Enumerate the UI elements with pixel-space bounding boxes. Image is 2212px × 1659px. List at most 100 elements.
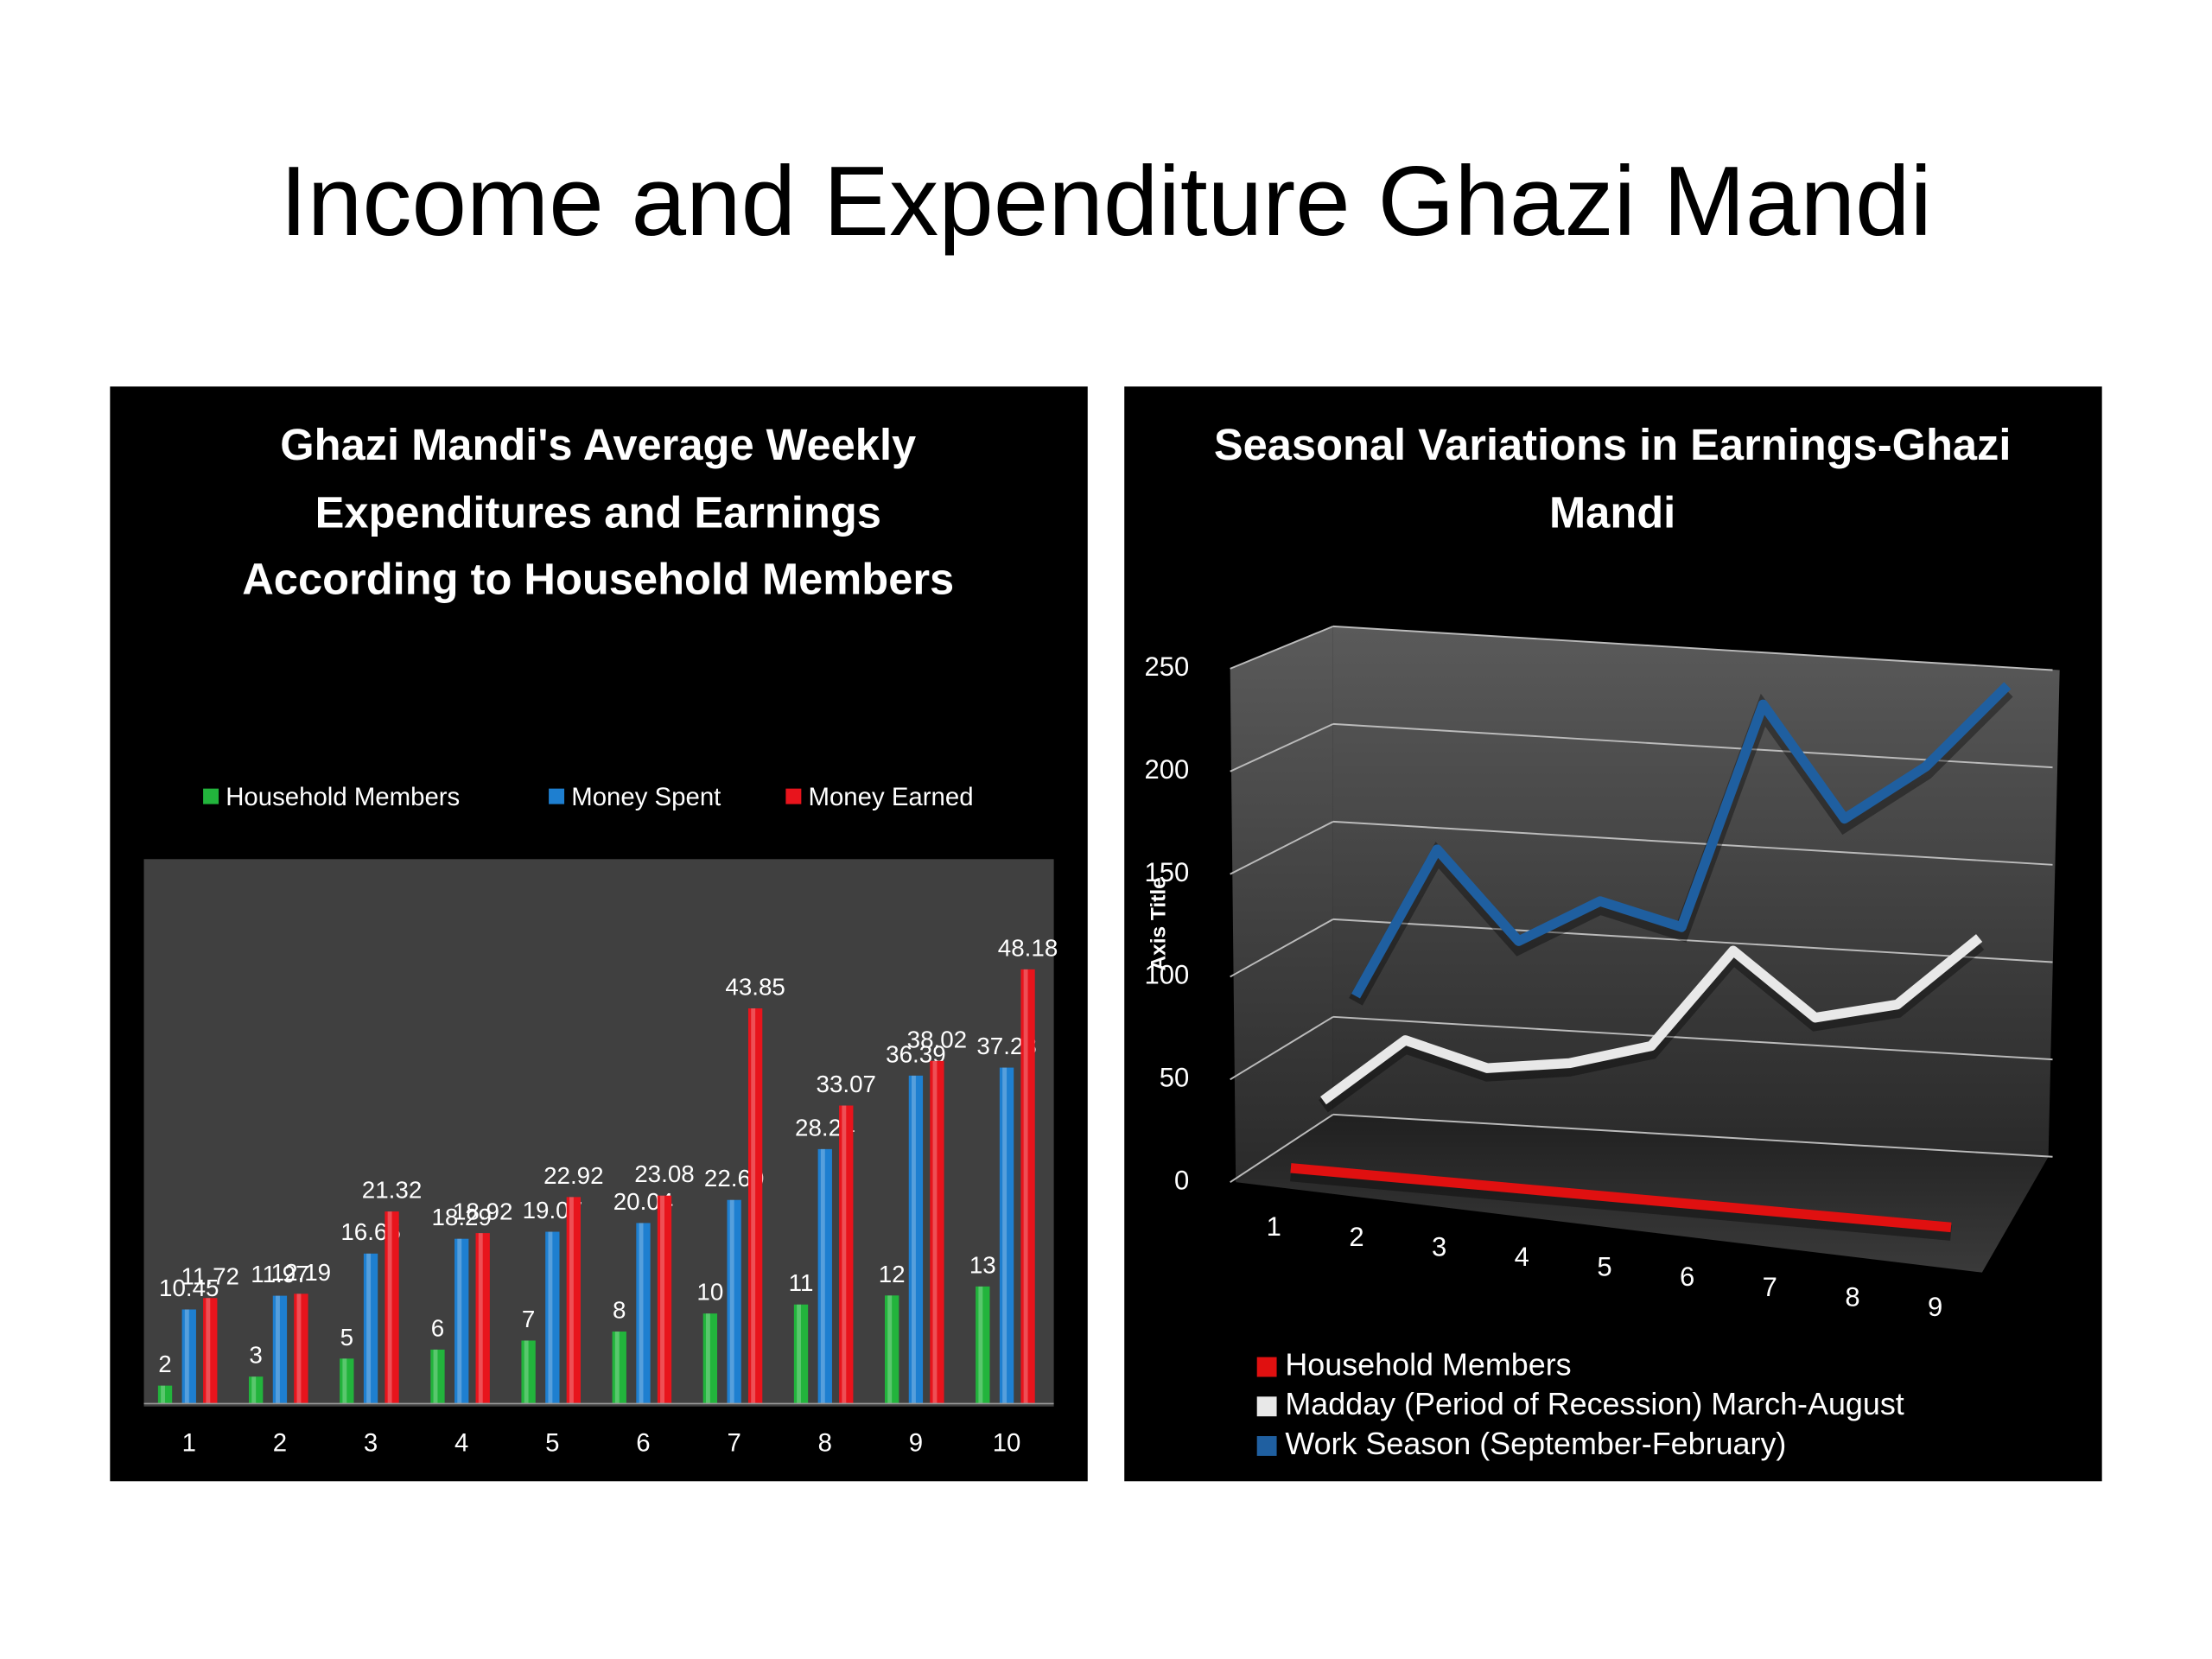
bar: [636, 1223, 651, 1404]
title-box: Ghazi Mandi's Average Weekly Expenditure…: [242, 420, 955, 604]
bar-shine: [342, 1358, 347, 1404]
data-label: 11.72: [181, 1263, 239, 1290]
bar-shine: [296, 1294, 302, 1404]
bar-shine: [887, 1295, 893, 1404]
x-tick-label: 10: [993, 1429, 1021, 1458]
bar-shine: [614, 1332, 620, 1404]
bar-shine: [366, 1253, 372, 1404]
grid-line: [1230, 1113, 1334, 1183]
x-tick-label: 9: [909, 1429, 923, 1458]
bar-shine: [433, 1349, 438, 1404]
bar: [294, 1294, 308, 1404]
grid-line: [1332, 625, 2053, 671]
bar: [976, 1286, 990, 1404]
slide-title: Income and Expenditure Ghazi Mandi: [280, 147, 1932, 257]
x-tick-label: 7: [727, 1429, 741, 1458]
bar-shine: [457, 1238, 462, 1404]
line: [1320, 934, 1983, 1105]
grid-line: [1332, 1113, 2053, 1158]
bar-shine: [251, 1376, 257, 1404]
x-tick-label: 9: [1928, 1292, 1942, 1322]
bar: [430, 1349, 445, 1404]
bar: [157, 1385, 173, 1404]
x-tick-label: 6: [636, 1429, 650, 1458]
bar-shine: [729, 1199, 734, 1404]
x-tick-label: 5: [545, 1429, 559, 1458]
bar: [727, 1199, 741, 1404]
bar-shine: [820, 1148, 825, 1404]
title-box: Seasonal Variations in Earnings-Ghazi Ma…: [1214, 421, 2012, 537]
y-tick-label: 0: [1174, 1165, 1189, 1195]
bar-shine: [524, 1340, 529, 1404]
bar-shine: [161, 1385, 166, 1404]
bar-shine: [660, 1195, 664, 1404]
data-label: 11: [789, 1269, 814, 1296]
bar-shine: [276, 1295, 280, 1404]
side-wall: [1230, 626, 1333, 1183]
bar: [545, 1231, 560, 1404]
bar-shine: [548, 1231, 553, 1404]
data-label: 23.08: [634, 1160, 694, 1187]
bar-shine: [639, 1223, 644, 1404]
bar: [521, 1340, 536, 1404]
data-label: 12.19: [271, 1259, 331, 1286]
data-label: 43.85: [725, 973, 785, 1000]
bar: [885, 1295, 899, 1404]
bar: [908, 1075, 924, 1404]
bar: [817, 1148, 832, 1404]
bar: [363, 1253, 378, 1404]
data-label: 8: [613, 1296, 626, 1323]
x-tick-label: 1: [1267, 1211, 1281, 1242]
bar: [385, 1211, 399, 1404]
bar-shine: [478, 1233, 483, 1404]
bar: [930, 1060, 944, 1404]
bar: [793, 1304, 809, 1404]
x-tick-label: 3: [1432, 1231, 1446, 1262]
x-tick-label: 5: [1597, 1252, 1611, 1282]
grid-line: [1230, 625, 1334, 670]
grid-line: [1332, 820, 2053, 866]
line: [1351, 682, 2012, 999]
bar-shine: [206, 1298, 211, 1404]
data-label: 21.32: [362, 1177, 422, 1204]
bar: [566, 1197, 581, 1404]
data-label: 48.18: [998, 934, 1058, 961]
legend-swatch: [203, 788, 219, 804]
bar: [181, 1309, 196, 1404]
bar: [612, 1332, 626, 1404]
bar-shine: [387, 1211, 392, 1404]
bar: [839, 1105, 854, 1404]
data-label: 22.92: [543, 1162, 603, 1189]
data-label: 18.29: [431, 1204, 491, 1230]
data-label: 7: [522, 1306, 535, 1332]
bar-shine: [912, 1075, 916, 1404]
bar-shine: [751, 1008, 756, 1404]
y-tick-label: 100: [1145, 960, 1190, 990]
line: [1290, 1163, 1952, 1233]
chart-title: Ghazi Mandi's Average Weekly Expenditure…: [242, 420, 955, 604]
data-label: 33.07: [817, 1071, 876, 1097]
grid-line: [1230, 1015, 1334, 1081]
data-label: 13: [969, 1251, 996, 1278]
bar: [999, 1067, 1014, 1404]
data-label: 3: [249, 1342, 262, 1369]
legend-swatch: [1256, 1357, 1277, 1377]
x-tick-label: 2: [273, 1429, 287, 1458]
bar: [272, 1295, 288, 1404]
bar-shine: [842, 1105, 847, 1404]
x-tick-label: 6: [1680, 1262, 1694, 1292]
bar: [475, 1233, 490, 1404]
bar: [249, 1376, 264, 1404]
x-tick-label: 3: [364, 1429, 378, 1458]
bar-shine: [1023, 969, 1028, 1404]
grid-line: [1332, 918, 2053, 963]
data-label: 6: [431, 1314, 444, 1341]
legend-label: Household Members: [226, 783, 460, 811]
bar-shine: [184, 1309, 189, 1404]
bar-shine: [797, 1304, 802, 1404]
legend-label: Work Season (September-February): [1285, 1426, 1786, 1461]
bar: [657, 1195, 672, 1404]
bar-shine: [1002, 1067, 1007, 1404]
